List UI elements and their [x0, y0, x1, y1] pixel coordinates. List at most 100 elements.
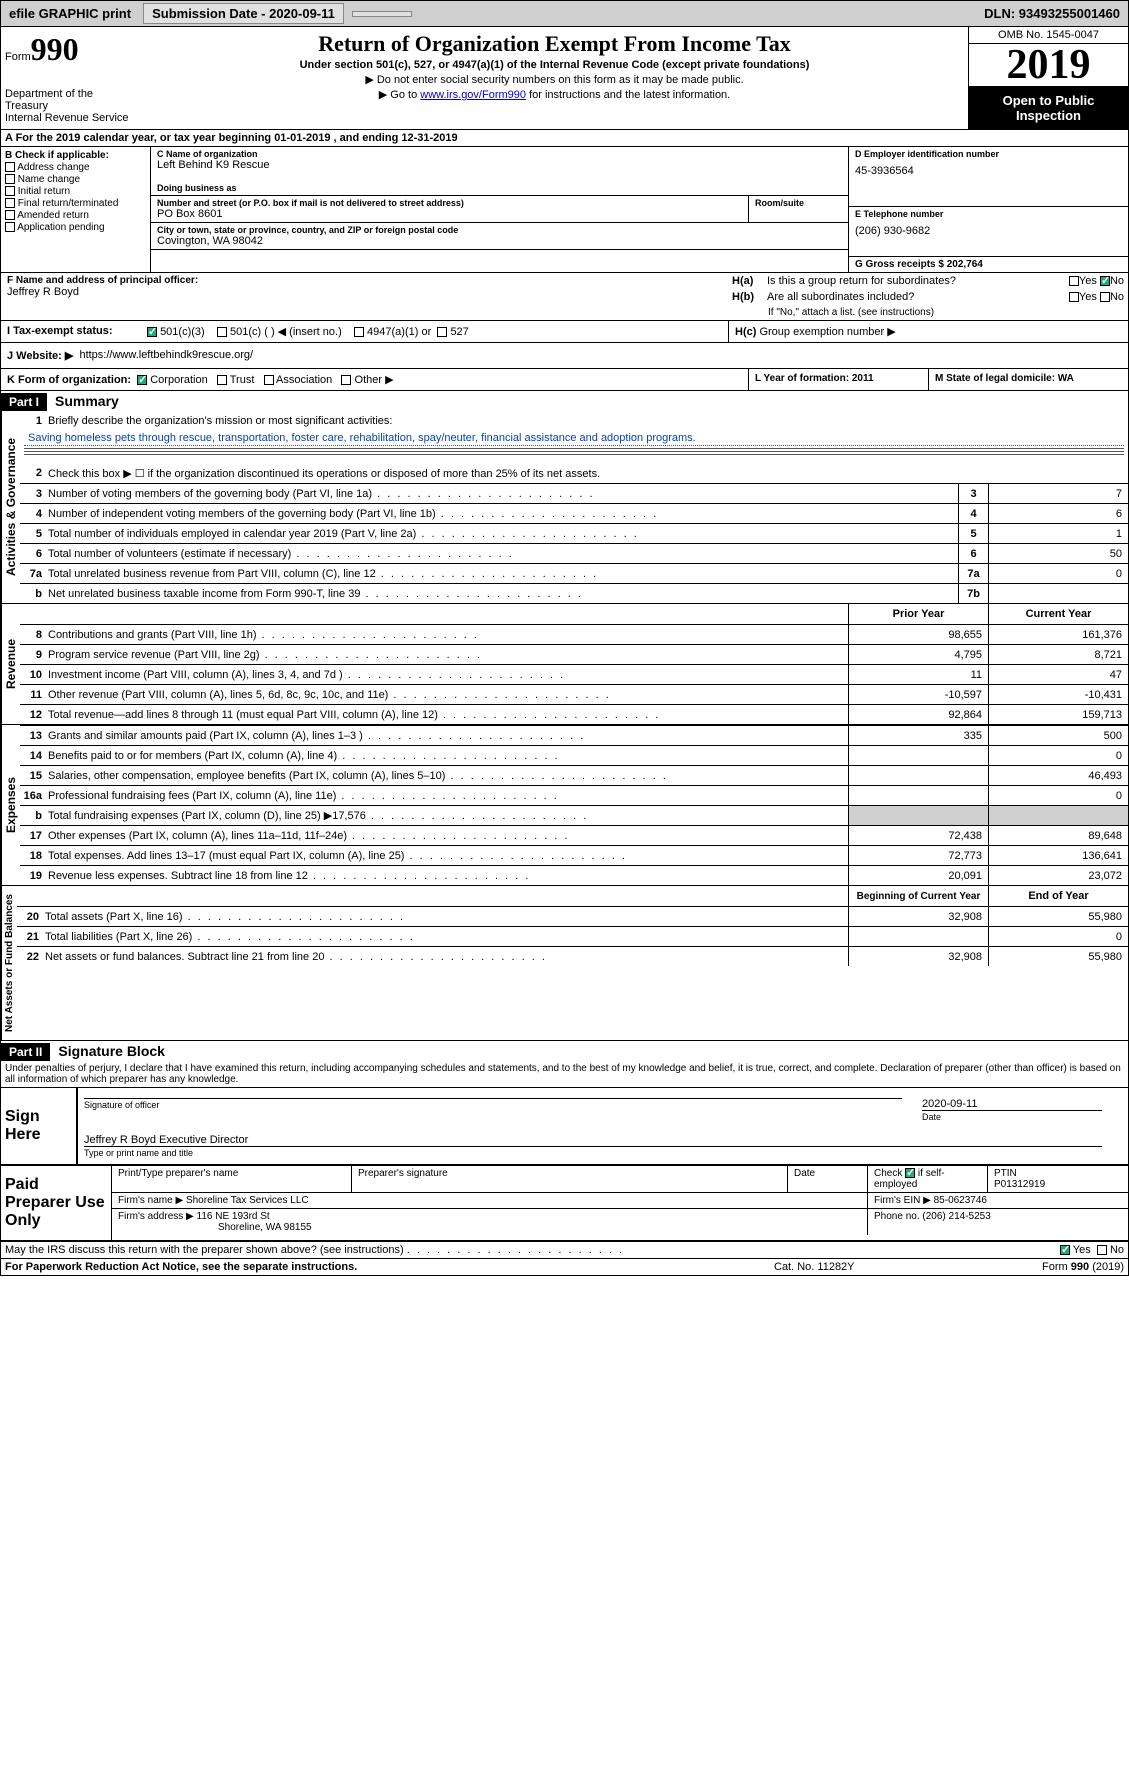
form-version: Form 990 (2019): [974, 1261, 1124, 1273]
form-title: Return of Organization Exempt From Incom…: [145, 31, 964, 57]
topbar: efile GRAPHIC print Submission Date - 20…: [1, 1, 1128, 27]
section-bcd: B Check if applicable: Address change Na…: [1, 147, 1128, 273]
chk-501c3[interactable]: 501(c)(3): [147, 326, 205, 338]
line-row: 7aTotal unrelated business revenue from …: [20, 563, 1128, 583]
form-note-1: ▶ Do not enter social security numbers o…: [145, 73, 964, 86]
line-row: 16aProfessional fundraising fees (Part I…: [20, 785, 1128, 805]
row-i: I Tax-exempt status: 501(c)(3) 501(c) ( …: [1, 320, 1128, 343]
paid-preparer-label: Paid Preparer Use Only: [1, 1166, 111, 1240]
officer-signature-field[interactable]: Signature of officer: [84, 1098, 902, 1110]
chk-self-employed[interactable]: Check if self-employed: [868, 1166, 988, 1192]
part1-header: Part I Summary: [1, 391, 1128, 411]
ptin: P01312919: [994, 1179, 1045, 1190]
line-row: 14Benefits paid to or for members (Part …: [20, 745, 1128, 765]
form-subtitle: Under section 501(c), 527, or 4947(a)(1)…: [145, 59, 964, 71]
line-row: 9Program service revenue (Part VIII, lin…: [20, 644, 1128, 664]
box-f: F Name and address of principal officer:…: [1, 273, 728, 320]
line-row: 19Revenue less expenses. Subtract line 1…: [20, 865, 1128, 885]
chk-initial-return[interactable]: Initial return: [5, 186, 146, 197]
blank-button[interactable]: [352, 11, 412, 17]
org-city: Covington, WA 98042: [157, 235, 842, 247]
chk-amended-return[interactable]: Amended return: [5, 210, 146, 221]
line-row: bTotal fundraising expenses (Part IX, co…: [20, 805, 1128, 825]
department-label: Department of the Treasury Internal Reve…: [5, 68, 137, 124]
footer-discuss: May the IRS discuss this return with the…: [1, 1242, 1128, 1259]
line-row: 10Investment income (Part VIII, column (…: [20, 664, 1128, 684]
box-d: D Employer identification number 45-3936…: [848, 147, 1128, 272]
org-name: Left Behind K9 Rescue: [157, 159, 842, 171]
dln-label: DLN: 93493255001460: [976, 2, 1128, 25]
line-row: bNet unrelated business taxable income f…: [20, 583, 1128, 603]
telephone: (206) 930-9682: [855, 219, 1122, 237]
chk-final-return[interactable]: Final return/terminated: [5, 198, 146, 209]
efile-label: efile GRAPHIC print: [1, 2, 139, 25]
header-center: Return of Organization Exempt From Incom…: [141, 27, 968, 129]
org-address: PO Box 8601: [157, 208, 742, 220]
line-row: 22Net assets or fund balances. Subtract …: [17, 946, 1128, 966]
chk-527[interactable]: 527: [437, 326, 468, 338]
discuss-yes[interactable]: Yes: [1060, 1244, 1091, 1256]
line-row: 3Number of voting members of the governi…: [20, 483, 1128, 503]
chk-address-change[interactable]: Address change: [5, 162, 146, 173]
vert-net-assets: Net Assets or Fund Balances: [1, 886, 17, 1040]
box-c: C Name of organization Left Behind K9 Re…: [151, 147, 848, 272]
chk-name-change[interactable]: Name change: [5, 174, 146, 185]
chk-other[interactable]: Other ▶: [341, 374, 393, 386]
line-row: 18Total expenses. Add lines 13–17 (must …: [20, 845, 1128, 865]
line-row: 12Total revenue—add lines 8 through 11 (…: [20, 704, 1128, 724]
open-to-public: Open to Public Inspection: [969, 87, 1128, 129]
line-row: 5Total number of individuals employed in…: [20, 523, 1128, 543]
chk-trust[interactable]: Trust: [217, 374, 255, 386]
irs-link[interactable]: www.irs.gov/Form990: [420, 89, 526, 101]
tax-year: 2019: [969, 44, 1128, 87]
line-row: 21Total liabilities (Part X, line 26)0: [17, 926, 1128, 946]
footer-final: For Paperwork Reduction Act Notice, see …: [1, 1259, 1128, 1275]
principal-officer: Jeffrey R Boyd: [7, 286, 722, 298]
line-row: 11Other revenue (Part VIII, column (A), …: [20, 684, 1128, 704]
header: Form990 Department of the Treasury Inter…: [1, 27, 1128, 130]
line-row: 8Contributions and grants (Part VIII, li…: [20, 624, 1128, 644]
website: https://www.leftbehindk9rescue.org/: [79, 349, 253, 362]
perjury-statement: Under penalties of perjury, I declare th…: [1, 1061, 1128, 1087]
sign-here-label: Sign Here: [1, 1088, 76, 1164]
year-formation: L Year of formation: 2011: [748, 369, 928, 390]
part2-header: Part II Signature Block: [1, 1041, 1128, 1061]
ha-no[interactable]: No: [1100, 275, 1124, 287]
ein: 45-3936564: [855, 159, 1122, 177]
catalog-number: Cat. No. 11282Y: [774, 1261, 974, 1273]
chk-association[interactable]: Association: [264, 374, 333, 386]
sign-date-field: Date: [922, 1110, 1102, 1122]
discuss-no[interactable]: No: [1097, 1244, 1124, 1256]
paid-preparer-section: Paid Preparer Use Only Print/Type prepar…: [1, 1164, 1128, 1242]
vert-revenue: Revenue: [1, 604, 20, 724]
section-expenses: Expenses 13Grants and similar amounts pa…: [1, 725, 1128, 886]
hb-yes[interactable]: Yes: [1069, 291, 1097, 303]
box-b-checkboxes: B Check if applicable: Address change Na…: [1, 147, 151, 272]
line-row: 4Number of independent voting members of…: [20, 503, 1128, 523]
header-right: OMB No. 1545-0047 2019 Open to Public In…: [968, 27, 1128, 129]
form-note-2: ▶ Go to www.irs.gov/Form990 for instruct…: [145, 88, 964, 101]
line-row: 13Grants and similar amounts paid (Part …: [20, 725, 1128, 745]
section-governance: Activities & Governance 1 Briefly descri…: [1, 411, 1128, 604]
firm-address: 116 NE 193rd St: [197, 1211, 270, 1222]
ha-yes[interactable]: Yes: [1069, 275, 1097, 287]
form-number: 990: [31, 31, 79, 67]
firm-phone: (206) 214-5253: [922, 1211, 990, 1222]
chk-application-pending[interactable]: Application pending: [5, 222, 146, 233]
firm-name: Shoreline Tax Services LLC: [186, 1195, 309, 1206]
state-domicile: M State of legal domicile: WA: [928, 369, 1128, 390]
submission-date-button[interactable]: Submission Date - 2020-09-11: [143, 3, 344, 24]
chk-501c[interactable]: 501(c) ( ) ◀ (insert no.): [217, 326, 342, 338]
vert-expenses: Expenses: [1, 725, 20, 885]
chk-4947[interactable]: 4947(a)(1) or: [354, 326, 431, 338]
hb-no[interactable]: No: [1100, 291, 1124, 303]
line-row: 17Other expenses (Part IX, column (A), l…: [20, 825, 1128, 845]
form-container: efile GRAPHIC print Submission Date - 20…: [0, 0, 1129, 1276]
line-row: 20Total assets (Part X, line 16)32,90855…: [17, 906, 1128, 926]
section-revenue: Revenue b Prior Year Current Year 8Contr…: [1, 604, 1128, 725]
firm-ein: 85-0623746: [934, 1195, 987, 1206]
row-j: J Website: ▶ https://www.leftbehindk9res…: [1, 343, 1128, 369]
row-fh: F Name and address of principal officer:…: [1, 273, 1128, 320]
gross-receipts: G Gross receipts $ 202,764: [855, 259, 1122, 270]
chk-corporation[interactable]: Corporation: [137, 374, 208, 386]
